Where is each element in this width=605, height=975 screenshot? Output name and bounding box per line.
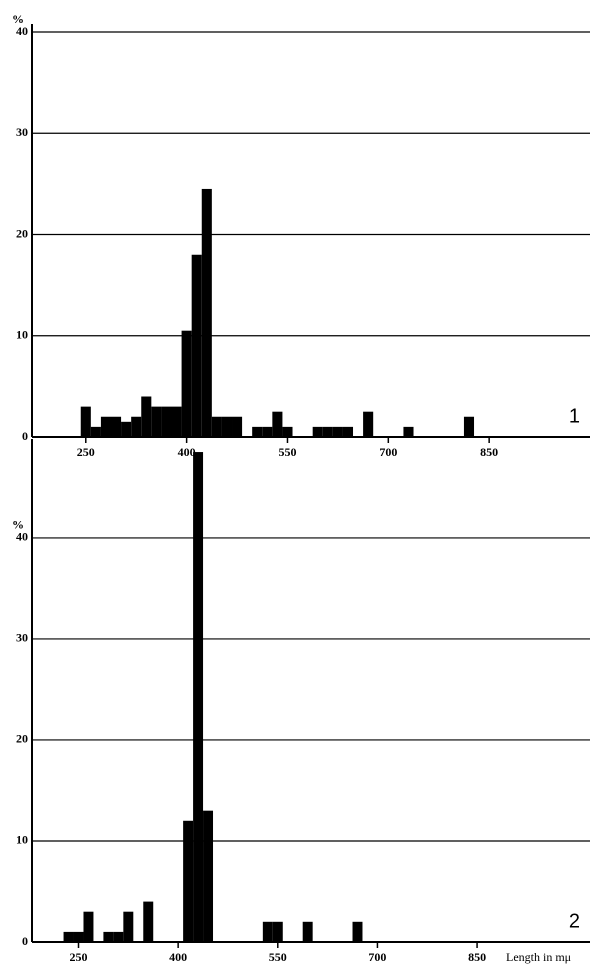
bar [103,931,114,942]
bar [203,810,214,942]
y-tick-label: 30 [16,125,28,139]
x-tick-label: 850 [480,445,498,459]
bar [123,911,134,942]
bar [211,416,222,437]
x-tick-label: 700 [379,445,397,459]
y-tick-label: 40 [16,530,28,544]
y-unit: % [12,12,24,26]
y-tick-label: 10 [16,833,28,847]
y-tick-label: 40 [16,24,28,38]
bar [171,406,182,437]
bar [151,406,162,437]
bar [193,452,204,942]
x-tick-label: 550 [278,445,296,459]
bar [232,416,243,437]
bar [363,411,374,437]
bar [322,426,333,437]
bar [252,426,263,437]
panel-label: 2 [569,910,580,932]
bar [161,406,172,437]
x-tick-label: 250 [77,445,95,459]
bar [110,416,122,437]
x-tick-label: 700 [368,950,386,964]
bar [63,931,74,942]
bar [262,921,273,942]
bar [221,416,233,437]
y-tick-label: 0 [22,934,28,948]
bar [131,416,142,437]
y-tick-label: 20 [16,732,28,746]
y-unit: % [12,518,24,532]
bar [463,416,475,437]
bar [332,426,343,437]
bar [121,421,132,437]
bar [191,254,202,437]
bar [73,931,84,942]
bar [201,188,212,437]
x-tick-label: 250 [70,950,88,964]
bar [100,416,111,437]
bar [183,820,194,942]
bar [352,921,363,942]
bar [143,901,154,942]
x-tick-label: 550 [269,950,287,964]
bar [342,426,354,437]
bar [141,396,152,437]
bar [272,411,283,437]
x-tick-label: 400 [169,950,187,964]
bar [302,921,313,942]
bar [272,921,283,942]
bar [113,931,124,942]
y-tick-label: 10 [16,328,28,342]
y-tick-label: 0 [22,429,28,443]
y-tick-label: 30 [16,631,28,645]
bar [83,911,94,942]
x-tick-label: 400 [178,445,196,459]
bar [403,426,414,437]
x-axis-label: Length in mμ [506,950,571,964]
bar [80,406,91,437]
bar [90,426,101,437]
bar [181,330,192,437]
bar [282,426,293,437]
bar [312,426,323,437]
x-tick-label: 850 [468,950,486,964]
panel-label: 1 [569,405,580,427]
y-tick-label: 20 [16,226,28,240]
bar [262,426,273,437]
